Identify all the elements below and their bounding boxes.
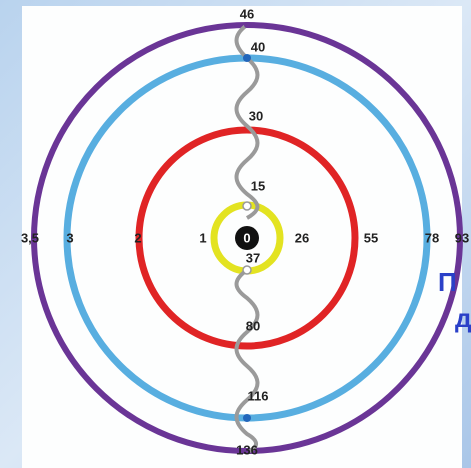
right-label: 93 bbox=[455, 230, 469, 245]
top-label: 30 bbox=[249, 108, 263, 123]
bottom-label: 37 bbox=[246, 250, 260, 265]
bottom-label: 80 bbox=[246, 318, 260, 333]
dot bbox=[243, 54, 251, 62]
top-label: 15 bbox=[251, 178, 265, 193]
bottom-label: 116 bbox=[248, 388, 269, 403]
left-label: 3,5 bbox=[21, 230, 39, 245]
dot bbox=[242, 201, 252, 211]
dot bbox=[244, 22, 250, 28]
bottom-label: 136 bbox=[236, 442, 258, 457]
center-label: 0 bbox=[243, 230, 250, 245]
right-label: 26 bbox=[295, 230, 309, 245]
left-label: 2 bbox=[134, 230, 141, 245]
dot bbox=[243, 414, 251, 422]
top-label: 46 bbox=[240, 6, 254, 21]
right-label: 78 bbox=[425, 230, 439, 245]
center-dot bbox=[235, 226, 259, 250]
right-label: 55 bbox=[364, 230, 378, 245]
top-label: 40 bbox=[251, 39, 265, 54]
left-label: 3 bbox=[66, 230, 73, 245]
dot bbox=[244, 448, 250, 454]
ring-red bbox=[135, 126, 359, 350]
dot bbox=[242, 265, 252, 275]
overlay-text: д bbox=[455, 303, 471, 333]
left-label: 1 bbox=[199, 230, 206, 245]
overlay-text: П bbox=[438, 267, 457, 297]
